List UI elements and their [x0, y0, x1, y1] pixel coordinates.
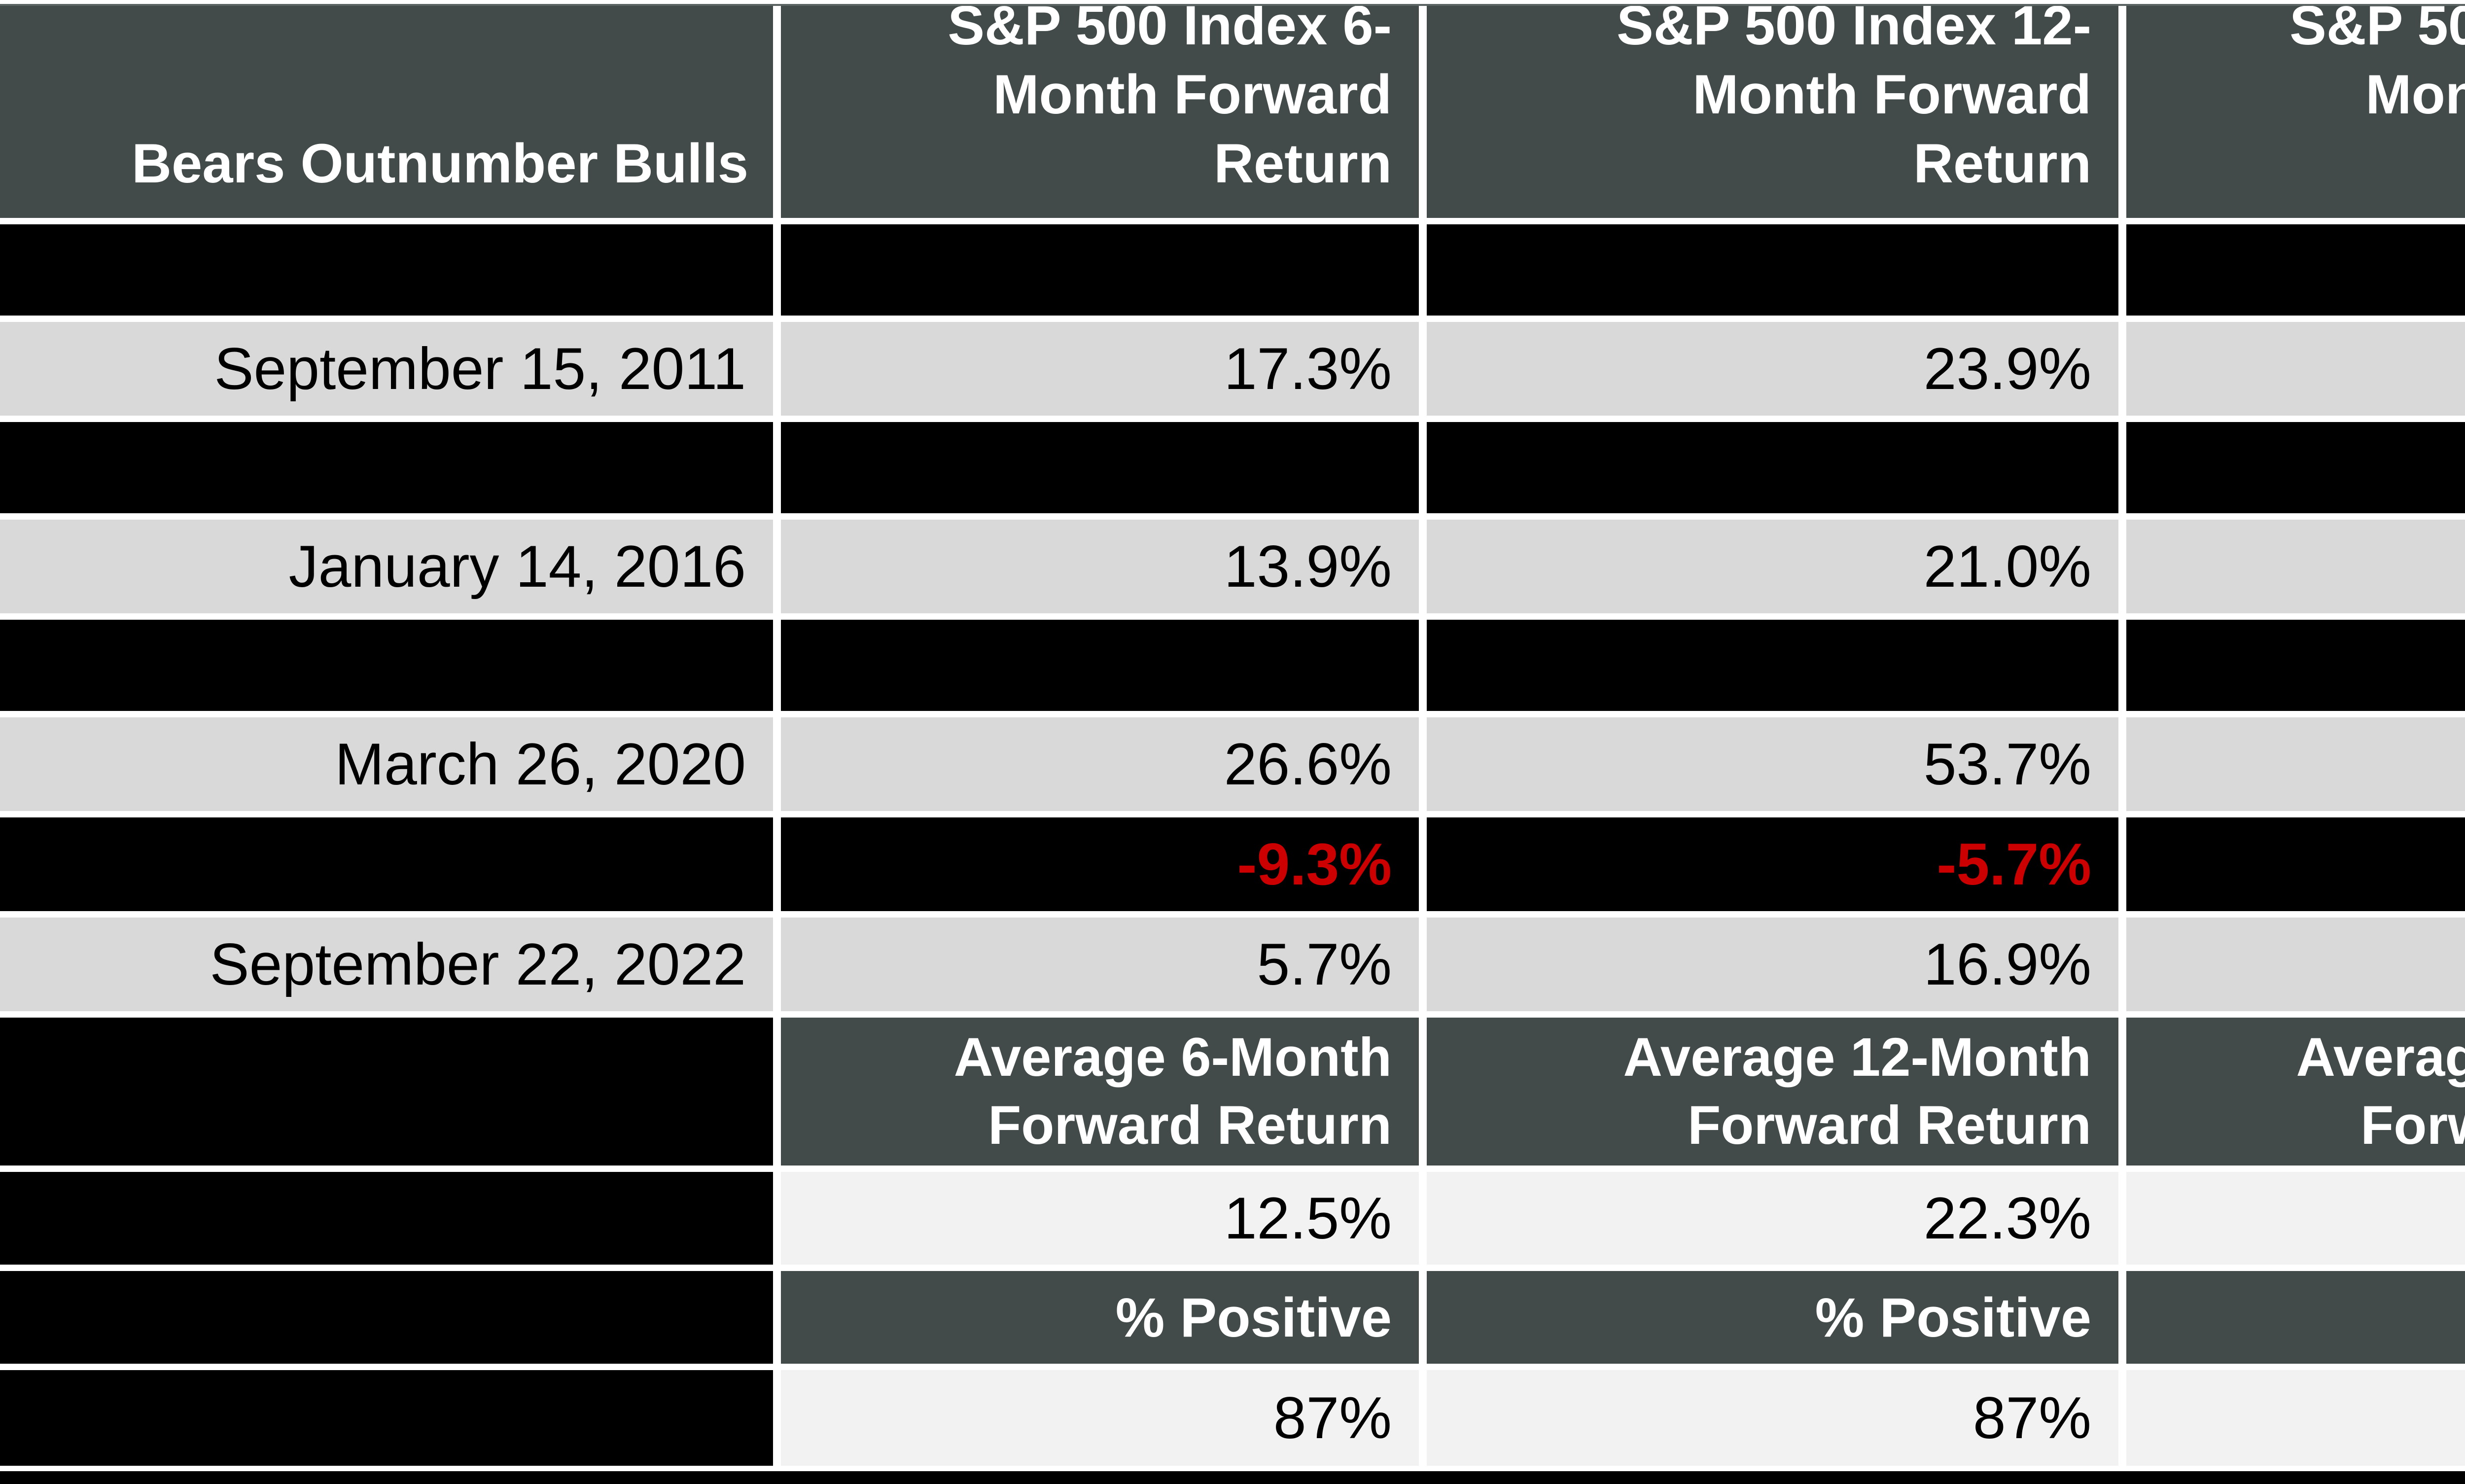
row-2016-24m-return: 51.1%	[2126, 520, 2465, 613]
average-6m-value: 12.5%	[781, 1172, 1419, 1265]
average-12m-value: 22.3%	[1427, 1172, 2118, 1265]
pct-positive-24m-value: 100%	[2126, 1370, 2465, 1466]
redacted-cell	[781, 620, 1419, 711]
redacted-cell	[1427, 422, 2118, 513]
pct-positive-24m-header: % Positive	[2126, 1271, 2465, 1364]
redacted-cell	[2126, 224, 2465, 316]
row-2011-24m-return: 45.9%	[2126, 322, 2465, 416]
row-2011-12m-return: 23.9%	[1427, 322, 2118, 416]
row-2011-date: September 15, 2011	[0, 322, 773, 416]
redacted-cell	[0, 1018, 773, 1166]
average-24m-value: 46.6%	[2126, 1172, 2465, 1265]
pct-positive-12m-header: % Positive	[1427, 1271, 2118, 1364]
pct-positive-6m-value: 87%	[781, 1370, 1419, 1466]
redacted-cell	[0, 620, 773, 711]
column-header-12-month-forward-return: S&P 500 Index 12- Month Forward Return	[1427, 6, 2118, 218]
column-header-6-month-forward-return: S&P 500 Index 6- Month Forward Return	[781, 6, 1419, 218]
row-2022-24m-return: 56.5%	[2126, 918, 2465, 1011]
redacted-cell	[2126, 817, 2465, 911]
row-2011-6m-return: 17.3%	[781, 322, 1419, 416]
row-2020-6m-return: 26.6%	[781, 717, 1419, 811]
redacted-cell	[0, 1271, 773, 1364]
row-2016-6m-return: 13.9%	[781, 520, 1419, 613]
average-24m-header: Average 24-Month Forward Return	[2126, 1018, 2465, 1166]
redacted-cell	[0, 422, 773, 513]
redacted-cell	[0, 1370, 773, 1466]
forward-returns-table: Bears Outnumber Bulls S&P 500 Index 6- M…	[0, 6, 2465, 1466]
row-2022-6m-return: 5.7%	[781, 918, 1419, 1011]
redacted-cell	[781, 224, 1419, 316]
row-2016-12m-return: 21.0%	[1427, 520, 2118, 613]
redacted-cell	[0, 817, 773, 911]
column-header-24-month-forward-return: S&P 500 Index 24- Month Forward Return	[2126, 6, 2465, 218]
redacted-cell	[0, 1172, 773, 1265]
average-6m-header: Average 6-Month Forward Return	[781, 1018, 1419, 1166]
row-redacted-6m-return-negative: -9.3%	[781, 817, 1419, 911]
redacted-cell	[1427, 224, 2118, 316]
column-header-bears-outnumber-bulls: Bears Outnumber Bulls	[0, 6, 773, 218]
row-2020-12m-return: 53.7%	[1427, 717, 2118, 811]
row-2022-date: September 22, 2022	[0, 918, 773, 1011]
redacted-cell	[1427, 620, 2118, 711]
row-redacted-12m-return-negative: -5.7%	[1427, 817, 2118, 911]
bottom-black-bar	[0, 1471, 2465, 1484]
redacted-cell	[0, 224, 773, 316]
redacted-cell	[2126, 620, 2465, 711]
row-2020-date: March 26, 2020	[0, 717, 773, 811]
row-2016-date: January 14, 2016	[0, 520, 773, 613]
row-2020-24m-return: 78.1%	[2126, 717, 2465, 811]
pct-positive-6m-header: % Positive	[781, 1271, 1419, 1364]
pct-positive-12m-value: 87%	[1427, 1370, 2118, 1466]
redacted-cell	[781, 422, 1419, 513]
redacted-cell	[2126, 422, 2465, 513]
row-2022-12m-return: 16.9%	[1427, 918, 2118, 1011]
average-12m-header: Average 12-Month Forward Return	[1427, 1018, 2118, 1166]
top-border-line	[0, 4, 2465, 6]
